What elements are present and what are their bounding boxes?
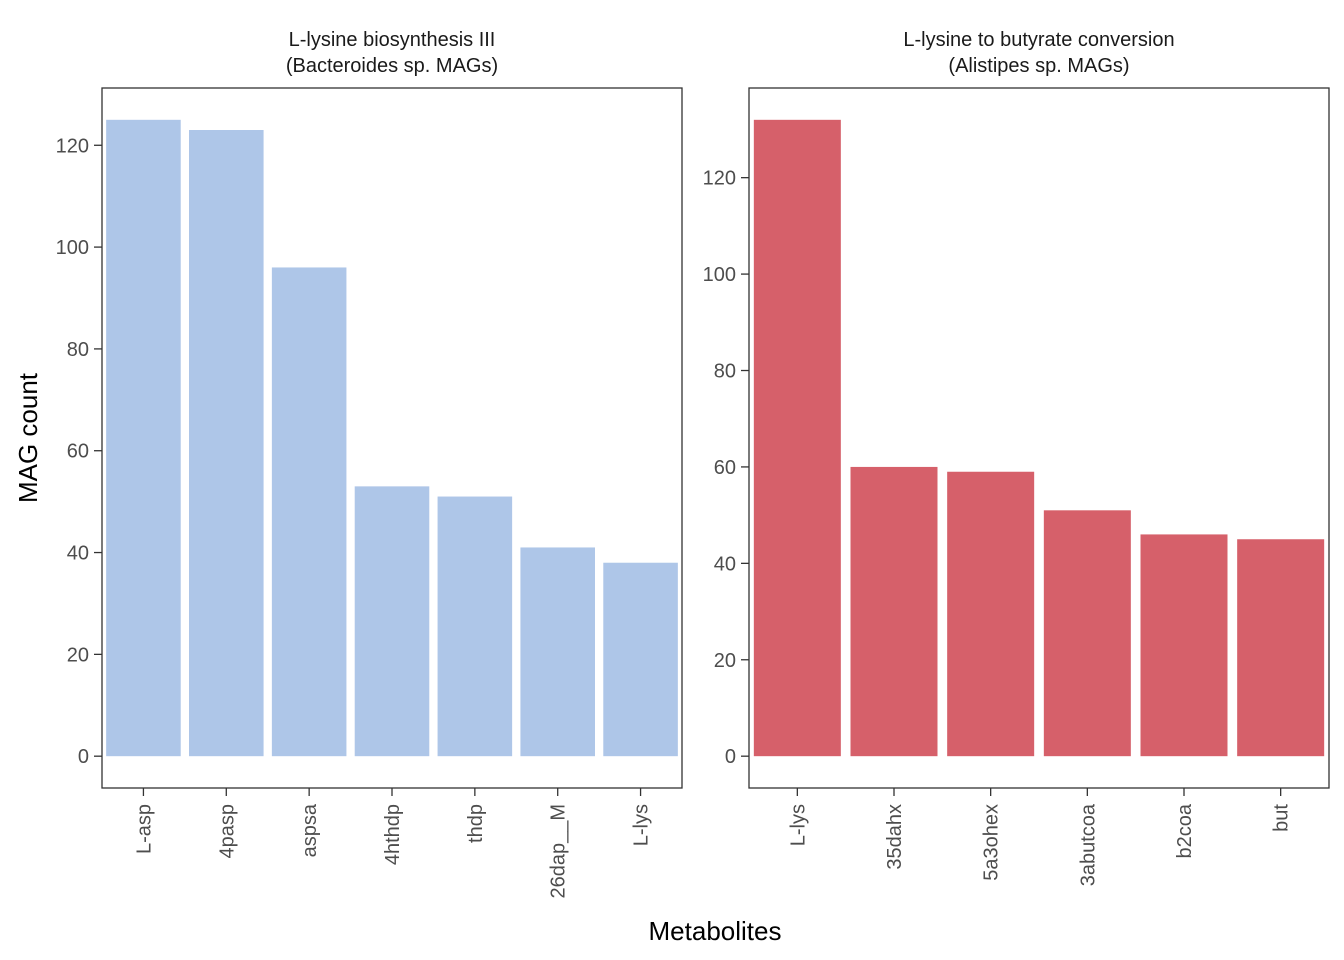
x-tick-label: 26dap__M <box>548 804 570 899</box>
y-tick-label: 0 <box>78 746 89 768</box>
bar-35dahx <box>850 466 938 757</box>
x-axis-title: Metabolites <box>649 916 782 946</box>
panel-subtitle: (Bacteroides sp. MAGs) <box>286 55 498 77</box>
x-tick-label: but <box>1271 804 1293 832</box>
y-tick-label: 80 <box>714 361 736 383</box>
y-tick-label: 80 <box>67 339 89 361</box>
bar-4pasp <box>189 130 264 757</box>
x-tick-label: L-asp <box>133 804 155 854</box>
bar-thdp <box>437 496 513 757</box>
x-tick-label: 3abutcoa <box>1077 803 1099 886</box>
y-tick-label: 120 <box>56 135 89 157</box>
bar-b2coa <box>1140 534 1228 757</box>
y-tick-label: 100 <box>703 264 736 286</box>
bar-L-lys <box>603 562 678 757</box>
x-tick-label: aspsa <box>299 803 321 857</box>
panel-subtitle: (Alistipes sp. MAGs) <box>948 55 1129 77</box>
y-tick-label: 100 <box>56 237 89 259</box>
x-tick-label: thdp <box>465 804 487 843</box>
bar-4hthdp <box>354 486 430 757</box>
x-tick-label: b2coa <box>1174 803 1196 858</box>
x-tick-label: L-lys <box>787 804 809 846</box>
bar-but <box>1237 539 1325 757</box>
y-tick-label: 120 <box>703 168 736 190</box>
x-tick-label: 5a3ohex <box>981 804 1003 881</box>
panel-title: L-lysine to butyrate conversion <box>903 29 1174 51</box>
y-axis-title: MAG count <box>13 372 43 503</box>
x-tick-label: L-lys <box>631 804 653 846</box>
x-tick-label: 35dahx <box>884 804 906 870</box>
chart-panel-1: L-lysine biosynthesis III (Bacteroides sp… <box>56 29 683 899</box>
bar-aspsa <box>271 267 347 757</box>
y-tick-label: 20 <box>67 644 89 666</box>
chart-panels: L-lysine biosynthesis III (Bacteroides sp… <box>56 29 1330 899</box>
x-tick-label: 4pasp <box>216 804 238 859</box>
panel-border <box>748 87 1330 789</box>
x-tick-label: 4hthdp <box>382 804 404 865</box>
panel-title: L-lysine biosynthesis III <box>289 29 496 51</box>
y-tick-label: 40 <box>67 543 89 565</box>
bar-3abutcoa <box>1043 510 1131 757</box>
bar-5a3ohex <box>947 471 1035 757</box>
y-tick-label: 60 <box>714 457 736 479</box>
bar-26dap__M <box>520 547 595 757</box>
chart-panel-2: L-lysine to butyrate conversion (Alistipe… <box>703 29 1330 886</box>
y-tick-label: 0 <box>725 746 736 768</box>
bar-L-lys <box>753 119 841 757</box>
y-tick-label: 20 <box>714 650 736 672</box>
y-tick-label: 40 <box>714 553 736 575</box>
y-tick-label: 60 <box>67 441 89 463</box>
bar-L-asp <box>106 119 181 757</box>
